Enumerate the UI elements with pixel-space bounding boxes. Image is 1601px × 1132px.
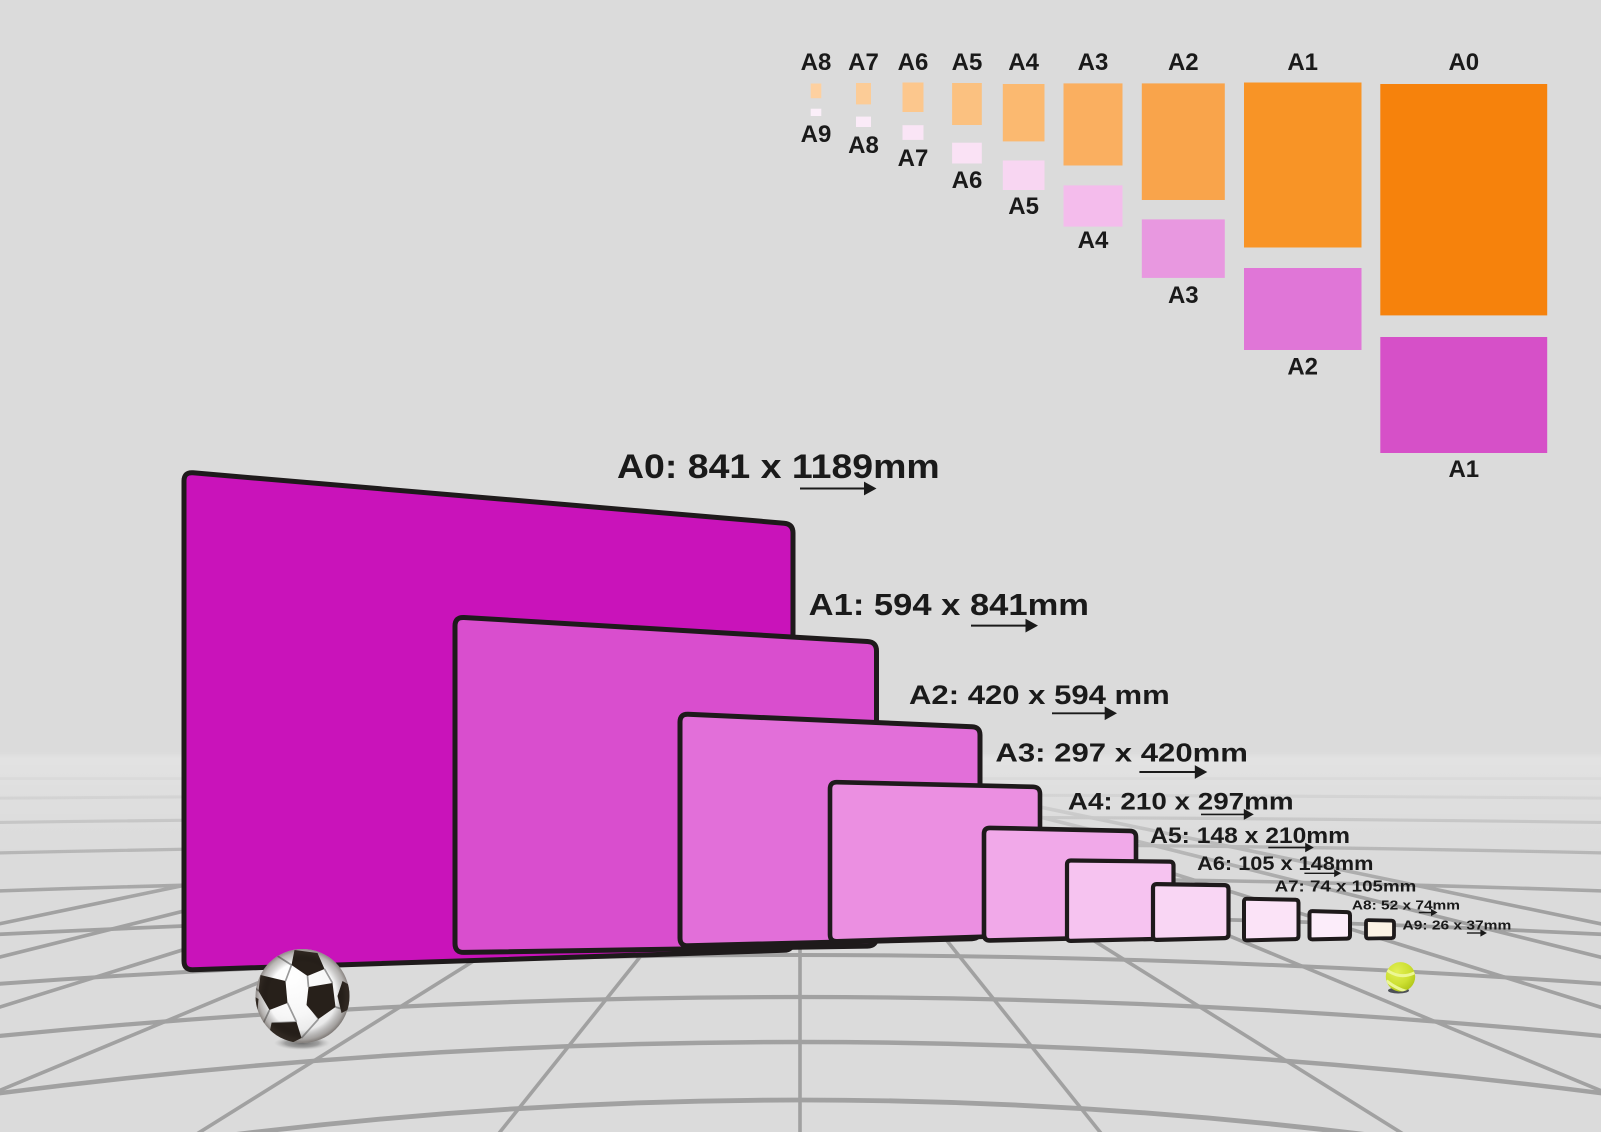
svg-text:A1: A1 <box>1448 456 1479 483</box>
svg-text:A5: 148 x 210mm: A5: 148 x 210mm <box>1150 823 1350 848</box>
svg-text:A2: A2 <box>1287 354 1318 381</box>
svg-text:A8: A8 <box>848 132 879 159</box>
svg-text:A6: A6 <box>898 49 929 76</box>
svg-text:A3: 297 x 420mm: A3: 297 x 420mm <box>995 738 1248 768</box>
svg-text:A2: 420 x 594 mm: A2: 420 x 594 mm <box>909 680 1170 710</box>
svg-text:A0: 841 x 1189mm: A0: 841 x 1189mm <box>617 448 940 486</box>
svg-text:A5: A5 <box>952 49 983 76</box>
svg-text:A5: A5 <box>1008 193 1039 220</box>
svg-text:A4: 210 x 297mm: A4: 210 x 297mm <box>1068 788 1294 815</box>
svg-text:A7: 74 x 105mm: A7: 74 x 105mm <box>1275 879 1417 896</box>
svg-text:A4: A4 <box>1078 227 1109 254</box>
svg-text:A4: A4 <box>1008 49 1039 76</box>
svg-text:A6: 105 x 148mm: A6: 105 x 148mm <box>1197 854 1373 875</box>
svg-text:A7: A7 <box>898 145 929 172</box>
svg-text:A8: A8 <box>801 49 832 76</box>
svg-text:A6: A6 <box>952 167 983 194</box>
svg-text:A2: A2 <box>1168 49 1199 76</box>
svg-text:A8: 52 x 74mm: A8: 52 x 74mm <box>1352 897 1460 912</box>
svg-text:A9: 26 x 37mm: A9: 26 x 37mm <box>1403 917 1512 932</box>
svg-text:A1: A1 <box>1287 49 1318 76</box>
svg-text:A7: A7 <box>848 49 879 76</box>
svg-text:A1: 594 x 841mm: A1: 594 x 841mm <box>809 588 1089 622</box>
svg-text:A0: A0 <box>1448 49 1479 76</box>
svg-text:A9: A9 <box>801 121 832 148</box>
svg-text:A3: A3 <box>1168 282 1199 309</box>
svg-text:A3: A3 <box>1078 49 1109 76</box>
